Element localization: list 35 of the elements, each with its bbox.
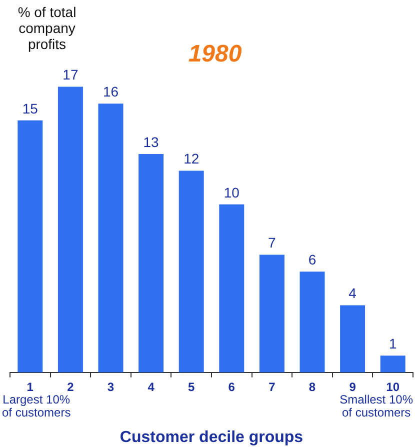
x-tick-label: 3 (107, 380, 114, 394)
x-tick-label: 6 (228, 380, 236, 394)
data-label: 10 (224, 184, 240, 200)
x-tick-label: 2 (67, 380, 74, 394)
bar (219, 204, 244, 372)
x-tick-label: 5 (188, 380, 196, 394)
text: Largest 10% of customers (2, 392, 71, 420)
bar (259, 254, 284, 372)
data-label: 1 (388, 335, 397, 352)
bar (340, 305, 366, 372)
bar (58, 86, 83, 372)
data-label: 7 (268, 234, 276, 251)
bar (178, 170, 204, 372)
chart-title: 1980 (188, 40, 242, 68)
data-label: 16 (102, 83, 119, 100)
bar (138, 154, 164, 372)
x-tick-label: 8 (308, 380, 316, 394)
x-tick-label: 7 (268, 380, 276, 394)
data-label: 15 (22, 100, 38, 116)
y-axis-title: % of total company profits (16, 4, 78, 52)
bar (18, 120, 43, 372)
x-tick-label: 10 (386, 380, 400, 394)
data-label: 13 (143, 134, 160, 150)
text: Smallest 10% of customers (340, 392, 414, 420)
bar (98, 104, 124, 372)
data-label: 6 (308, 251, 316, 268)
data-label: 17 (62, 66, 78, 83)
bar (380, 356, 406, 372)
x-axis-title: Customer decile groups (120, 428, 304, 446)
x-tick-label: 4 (148, 380, 155, 394)
x-tick-label: 9 (349, 380, 356, 394)
data-label: 4 (348, 285, 357, 302)
x-tick-label: 1 (26, 380, 34, 394)
data-label: 12 (184, 150, 200, 167)
bar (300, 272, 325, 372)
